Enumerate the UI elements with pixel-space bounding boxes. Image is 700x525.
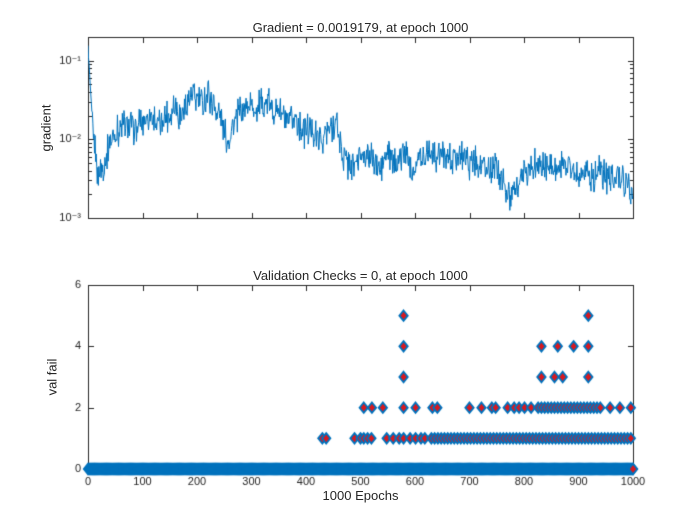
validation-plot-title: Validation Checks = 0, at epoch 1000 bbox=[253, 268, 468, 283]
gradient-ylabel: gradient bbox=[38, 104, 54, 152]
gradient-plot-title: Gradient = 0.0019179, at epoch 1000 bbox=[252, 20, 469, 35]
epochs-xlabel: 1000 Epochs bbox=[322, 488, 399, 503]
valfail-ylabel: val fail bbox=[44, 358, 60, 396]
